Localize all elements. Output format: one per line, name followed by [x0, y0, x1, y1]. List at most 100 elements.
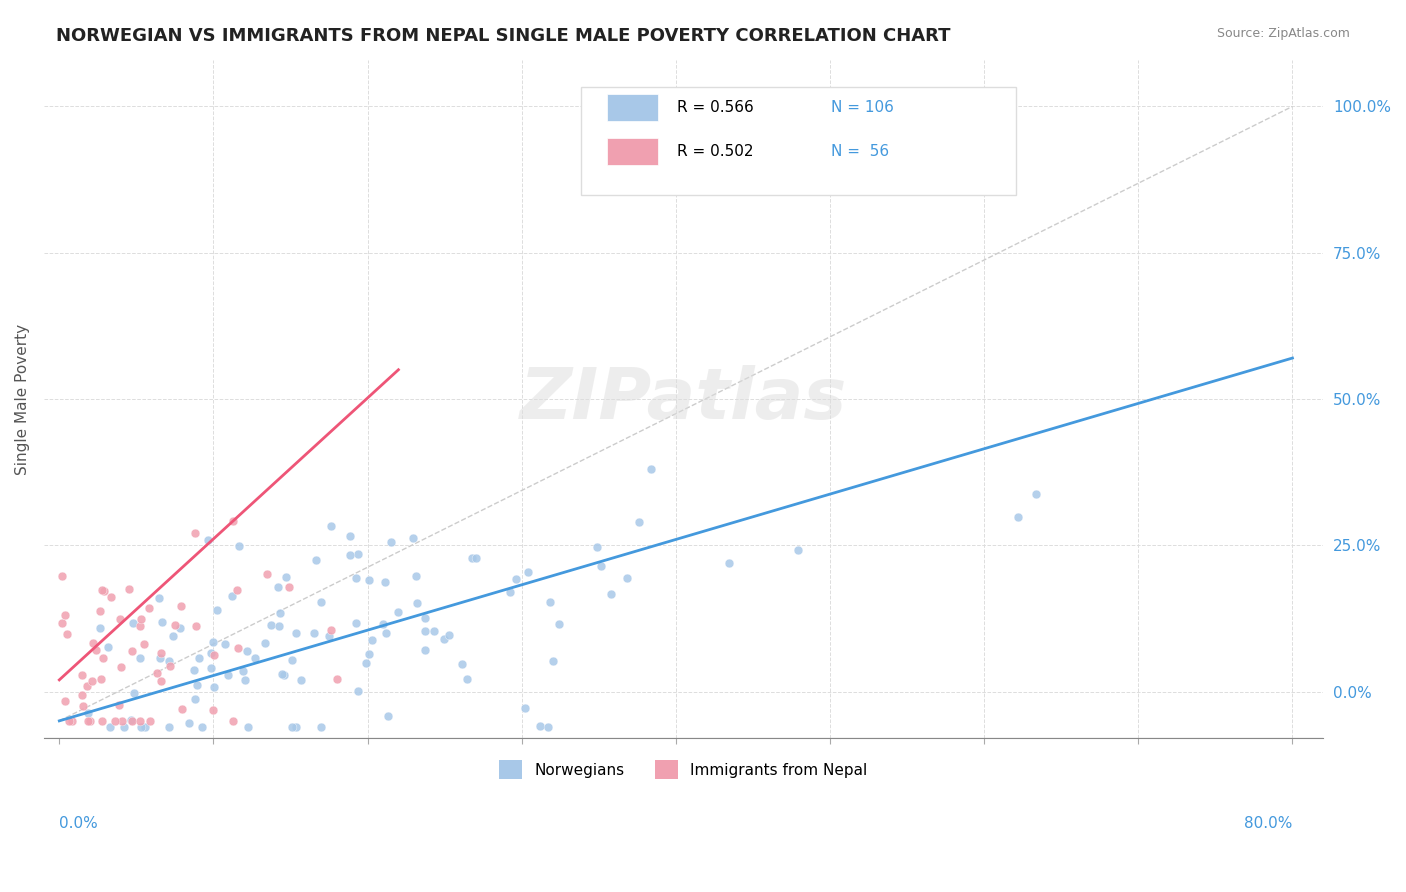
Point: [77, 714, 100, 728]
Point: [76, 679, 98, 693]
Point: [347, 547, 370, 561]
Point: [100, 591, 122, 605]
Point: [256, 567, 278, 582]
Point: [222, 714, 245, 728]
Point: [149, 651, 172, 665]
Point: [97, 640, 120, 654]
Point: [589, 558, 612, 573]
Point: [169, 599, 191, 614]
Point: [51, 569, 73, 583]
Point: [586, 541, 609, 555]
Point: [456, 673, 478, 687]
Point: [339, 548, 361, 562]
Point: [139, 714, 162, 728]
Point: [107, 698, 129, 712]
Point: [129, 619, 152, 633]
Point: [157, 720, 180, 734]
Point: [70, 688, 93, 702]
Point: [89, 621, 111, 635]
Point: [529, 719, 551, 733]
Point: [150, 674, 173, 689]
Point: [188, 651, 211, 665]
Point: [517, 565, 540, 579]
Point: [146, 666, 169, 681]
Legend: Norwegians, Immigrants from Nepal: Norwegians, Immigrants from Nepal: [494, 755, 873, 785]
Point: [233, 673, 256, 687]
Point: [281, 653, 304, 667]
Point: [413, 611, 436, 625]
Point: [200, 646, 222, 660]
Point: [84, 643, 107, 657]
Point: [464, 550, 486, 565]
Point: [91, 582, 114, 597]
Point: [354, 657, 377, 671]
Point: [547, 616, 569, 631]
Point: [318, 629, 340, 643]
Point: [285, 720, 308, 734]
Point: [53, 694, 76, 708]
Point: [284, 625, 307, 640]
Text: 80.0%: 80.0%: [1244, 816, 1292, 831]
Text: N =  56: N = 56: [831, 144, 889, 159]
Point: [120, 713, 142, 727]
Point: [267, 619, 290, 633]
Point: [377, 709, 399, 723]
Text: N = 106: N = 106: [831, 100, 894, 114]
Point: [58, 714, 80, 728]
Point: [80, 674, 103, 689]
Point: [374, 575, 396, 590]
Point: [499, 585, 522, 599]
Point: [450, 657, 472, 671]
Point: [128, 714, 150, 728]
Point: [228, 539, 250, 553]
Point: [269, 606, 291, 620]
Point: [186, 619, 208, 633]
Point: [138, 600, 160, 615]
Point: [309, 594, 332, 608]
Point: [134, 720, 156, 734]
Point: [433, 632, 456, 646]
Text: Source: ZipAtlas.com: Source: ZipAtlas.com: [1216, 27, 1350, 40]
Point: [537, 720, 560, 734]
Point: [129, 720, 152, 734]
Point: [226, 582, 249, 597]
Point: [361, 633, 384, 648]
Point: [201, 703, 224, 717]
Y-axis label: Single Male Poverty: Single Male Poverty: [15, 324, 30, 475]
Point: [202, 680, 225, 694]
Point: [319, 624, 342, 638]
Point: [413, 642, 436, 657]
Point: [718, 556, 741, 570]
Point: [302, 625, 325, 640]
Point: [169, 621, 191, 635]
Point: [53, 607, 76, 622]
Point: [91, 650, 114, 665]
Point: [538, 595, 561, 609]
Point: [273, 668, 295, 682]
Point: [150, 615, 173, 629]
Point: [134, 637, 156, 651]
Point: [70, 668, 93, 682]
Point: [163, 618, 186, 632]
Text: ZIPatlas: ZIPatlas: [520, 365, 848, 434]
Point: [118, 582, 141, 596]
Text: 0.0%: 0.0%: [59, 816, 98, 831]
Point: [344, 571, 367, 585]
Point: [325, 672, 347, 686]
Point: [1007, 510, 1029, 524]
Bar: [607, 94, 658, 120]
Point: [304, 553, 326, 567]
Point: [627, 515, 650, 529]
Point: [82, 636, 104, 650]
Point: [104, 714, 127, 728]
Point: [89, 604, 111, 618]
Point: [190, 720, 212, 734]
Point: [232, 664, 254, 678]
Point: [413, 624, 436, 638]
Point: [56, 626, 79, 640]
Point: [159, 658, 181, 673]
Point: [599, 587, 621, 601]
Point: [129, 612, 152, 626]
Point: [112, 720, 135, 734]
Point: [243, 651, 266, 665]
